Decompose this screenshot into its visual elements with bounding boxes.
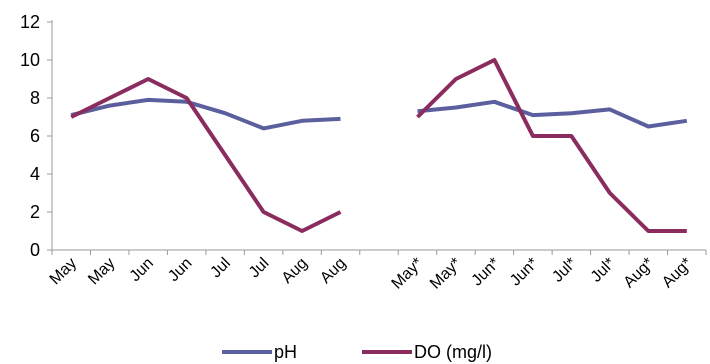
y-tick-label: 10 — [20, 50, 40, 70]
x-tick-label: Aug* — [659, 255, 696, 292]
x-tick-label: Jul* — [549, 255, 580, 286]
series-line-0 — [417, 99, 688, 129]
x-tick-label: Jun* — [469, 255, 504, 290]
x-tick-label: May* — [427, 255, 465, 293]
x-tick-label: Aug* — [621, 255, 658, 292]
y-tick-label: 6 — [30, 126, 40, 146]
series-line-1 — [416, 58, 687, 233]
series-line-1 — [70, 77, 342, 233]
x-tick-label: May — [85, 255, 118, 288]
series-layer — [70, 58, 688, 233]
x-tick-label: Jun — [165, 255, 195, 285]
series-line-0 — [70, 97, 341, 131]
y-tick-label: 8 — [30, 88, 40, 108]
x-tick-label: May* — [389, 255, 427, 293]
y-tick-label: 2 — [30, 202, 40, 222]
x-tick-label: Jul — [246, 255, 272, 281]
x-tick-label: Jul — [207, 255, 233, 281]
legend: pH DO (mg/l) — [222, 342, 492, 362]
x-tick-label: Jun* — [507, 255, 542, 290]
y-tick-label: 4 — [30, 164, 40, 184]
x-tick-label: Aug — [279, 255, 311, 287]
y-axis: 0 2 4 6 8 10 12 — [20, 12, 53, 260]
y-tick-label: 0 — [30, 240, 40, 260]
x-axis: May May Jun Jun Jul Jul Aug Aug May* May* Jun* Jun*… — [47, 249, 707, 293]
legend-label-0: pH — [274, 342, 297, 362]
legend-label-1: DO (mg/l) — [414, 342, 492, 362]
y-tick-label: 12 — [20, 12, 40, 32]
x-tick-label: May — [47, 255, 80, 288]
x-tick-label: Aug — [317, 255, 349, 287]
x-tick-label: Jun — [127, 255, 157, 285]
x-tick-label: Jul* — [588, 255, 619, 286]
